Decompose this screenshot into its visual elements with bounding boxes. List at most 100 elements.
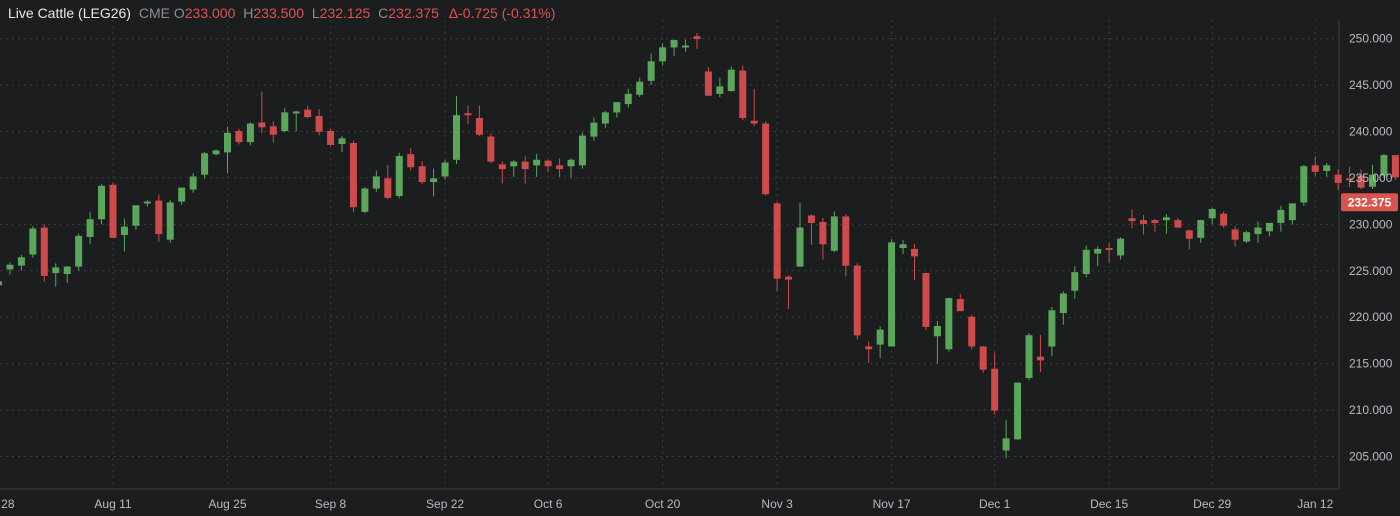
candle [888, 239, 896, 347]
candle-body [647, 61, 655, 81]
y-tick-label: 250.000 [1349, 32, 1393, 46]
candle-body [327, 130, 335, 145]
x-tick-label: Aug 25 [208, 497, 246, 511]
y-tick-label: 210.000 [1349, 403, 1393, 417]
candle [601, 111, 609, 128]
candle [956, 293, 964, 312]
candle-body [430, 178, 438, 183]
candle [945, 297, 953, 352]
candle-body [281, 112, 289, 132]
candle [395, 152, 403, 199]
candle [1197, 219, 1205, 243]
low-label: L [311, 5, 320, 21]
candle [475, 105, 483, 137]
candle-body [475, 117, 483, 135]
candle-body [1185, 230, 1193, 239]
time-axis[interactable]: Jul 28 Aug 11 Aug 25 Sep 8 Sep 22 Oct 6 Oct 20… [0, 497, 1334, 511]
candle-body [143, 201, 151, 204]
candle [670, 39, 678, 57]
x-tick-label: Sep 22 [426, 497, 464, 511]
candle [578, 132, 586, 169]
candle-body [704, 71, 712, 96]
candle-body [956, 299, 964, 312]
candle [567, 158, 575, 178]
open-label: O [173, 5, 185, 21]
candle [693, 33, 701, 49]
candle-body [968, 316, 976, 347]
candle [1369, 164, 1376, 190]
candle [1265, 222, 1273, 237]
candle-body [1346, 178, 1354, 181]
candle-body [1357, 175, 1365, 188]
last-price-marker: 232.375 [1341, 193, 1398, 212]
candle [1025, 332, 1033, 381]
open-value: 233.000 [184, 5, 236, 21]
candle-body [86, 219, 94, 237]
candle-body [933, 325, 941, 337]
candle [911, 243, 918, 281]
candle-body [624, 93, 632, 105]
candle [120, 218, 128, 252]
candle-body [1117, 238, 1125, 256]
candle [647, 53, 655, 86]
candle-body [1380, 155, 1388, 176]
price-axis[interactable]: 205.000 210.000 215.000 220.000 225.000 230.0… [1349, 32, 1393, 464]
candle-body [1082, 249, 1090, 275]
candles [0, 33, 1399, 459]
candle-body [63, 266, 71, 275]
candle-body [727, 69, 735, 92]
candle-body [911, 248, 918, 257]
candle [659, 43, 667, 66]
candle [1334, 169, 1342, 190]
candle [750, 88, 758, 126]
candle [98, 184, 106, 225]
candle [899, 240, 907, 255]
candle-body [533, 159, 541, 166]
candle [441, 160, 449, 180]
candle-body [1059, 293, 1067, 314]
candle [1071, 266, 1079, 299]
candle-body [1231, 229, 1239, 240]
candle-body [166, 202, 174, 240]
y-tick-label: 205.000 [1349, 449, 1393, 463]
candle [407, 148, 415, 171]
candle-body [372, 176, 380, 189]
candle-body [1105, 247, 1113, 250]
candle-body [487, 136, 495, 162]
candle-body [899, 244, 907, 249]
x-tick-label: Dec 15 [1090, 497, 1128, 511]
candle-body [807, 215, 815, 223]
candle [1277, 205, 1285, 232]
candle [1151, 218, 1159, 232]
candle [0, 281, 2, 286]
y-tick-label: 240.000 [1349, 124, 1393, 138]
symbol-title: Live Cattle (LEG26) [8, 5, 131, 21]
candle [991, 352, 999, 415]
candle-body [1162, 217, 1170, 221]
x-tick-label: Dec 29 [1193, 497, 1231, 511]
candle-body [407, 154, 415, 168]
candle [807, 214, 815, 245]
change-value: Δ-0.725 (-0.31%) [448, 5, 556, 21]
candle [590, 117, 598, 141]
candle [979, 345, 987, 373]
candle-body [498, 164, 506, 170]
x-tick-label: Nov 3 [761, 497, 793, 511]
candle [315, 109, 323, 136]
candle-body [578, 135, 586, 166]
candle [762, 121, 770, 196]
candle [727, 66, 735, 92]
candle-body [1036, 356, 1044, 361]
candle [178, 187, 186, 205]
candle [510, 160, 518, 177]
candle-body [418, 166, 426, 183]
candle-body [246, 123, 254, 143]
candle-body [258, 122, 266, 128]
candle [785, 275, 793, 309]
candle-body [224, 132, 231, 153]
candle [865, 341, 873, 363]
candle [1243, 230, 1251, 243]
candle-body [464, 113, 472, 116]
candle-body [120, 226, 128, 236]
